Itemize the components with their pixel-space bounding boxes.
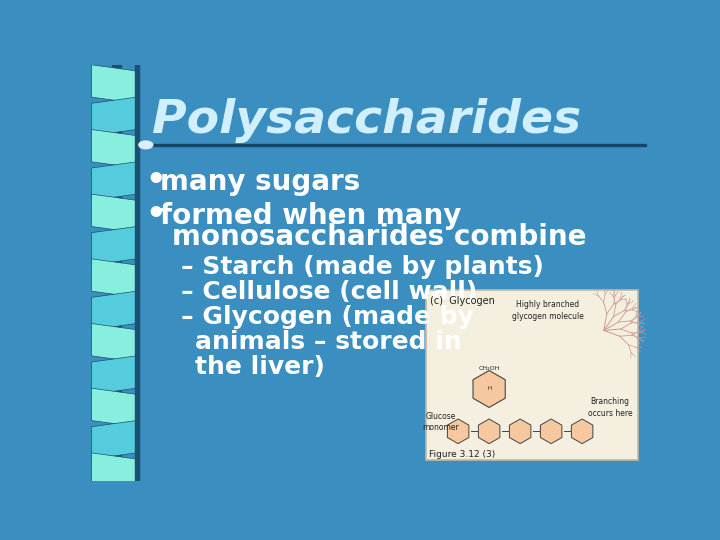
Ellipse shape xyxy=(139,141,153,148)
Polygon shape xyxy=(509,419,531,444)
Polygon shape xyxy=(447,419,469,444)
Polygon shape xyxy=(91,226,137,265)
Text: •: • xyxy=(145,200,166,231)
Polygon shape xyxy=(478,419,500,444)
Text: CH₂OH: CH₂OH xyxy=(478,367,500,372)
Bar xyxy=(135,65,139,481)
Text: Glucose
monomer: Glucose monomer xyxy=(423,412,459,432)
Polygon shape xyxy=(572,419,593,444)
Text: H: H xyxy=(487,387,491,392)
Text: the liver): the liver) xyxy=(195,355,325,379)
Polygon shape xyxy=(91,323,137,362)
Text: animals – stored in: animals – stored in xyxy=(195,330,462,354)
Text: Polysaccharides: Polysaccharides xyxy=(152,98,581,143)
Bar xyxy=(139,144,646,146)
Text: – Starch (made by plants): – Starch (made by plants) xyxy=(181,254,544,279)
Polygon shape xyxy=(91,130,137,168)
Polygon shape xyxy=(91,291,137,330)
Polygon shape xyxy=(91,259,137,298)
Text: monosaccharides combine: monosaccharides combine xyxy=(172,223,587,251)
Polygon shape xyxy=(473,370,505,408)
Text: formed when many: formed when many xyxy=(160,202,461,230)
Text: Highly branched
glycogen molecule: Highly branched glycogen molecule xyxy=(512,300,584,321)
Text: •: • xyxy=(145,166,166,197)
Polygon shape xyxy=(91,485,137,524)
Bar xyxy=(426,291,638,460)
Polygon shape xyxy=(91,65,137,103)
Polygon shape xyxy=(91,194,137,233)
Text: Figure 3.12 (3): Figure 3.12 (3) xyxy=(429,450,495,459)
Text: many sugars: many sugars xyxy=(160,168,360,196)
Bar xyxy=(112,65,121,481)
Polygon shape xyxy=(91,356,137,394)
Polygon shape xyxy=(91,388,137,427)
Polygon shape xyxy=(541,419,562,444)
Text: – Glycogen (made by: – Glycogen (made by xyxy=(181,305,474,329)
Text: Branching
occurs here: Branching occurs here xyxy=(588,397,632,417)
Polygon shape xyxy=(91,421,137,459)
Text: – Cellulose (cell wall): – Cellulose (cell wall) xyxy=(181,280,477,304)
Polygon shape xyxy=(91,162,137,200)
Text: (c)  Glycogen: (c) Glycogen xyxy=(431,296,495,306)
Polygon shape xyxy=(91,97,137,136)
Polygon shape xyxy=(91,453,137,491)
